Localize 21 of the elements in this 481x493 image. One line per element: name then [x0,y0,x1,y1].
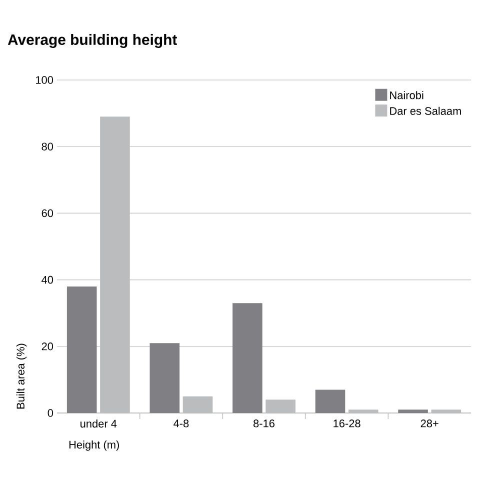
chart-title: Average building height [8,34,177,48]
x-tick-label: 8-16 [254,420,274,428]
bar [232,303,262,413]
x-axis-title: Height (m) [69,440,119,451]
bar [66,286,97,413]
legend-label: Nairobi [390,91,424,100]
x-tick-label: 16-28 [334,420,360,428]
y-tick-label: 20 [42,342,54,350]
y-tick-label: 60 [42,209,54,218]
x-tick-label: 28+ [420,420,438,428]
bar [315,390,346,413]
legend-label: Dar es Salaam [390,106,461,115]
y-tick-label: 100 [36,76,54,84]
bar [150,343,180,413]
x-tick-label: under 4 [80,420,117,428]
y-tick-label: 0 [48,409,54,417]
bar [398,410,428,413]
y-axis-title: Built area (%) [16,344,27,409]
x-tick-label: 4-8 [174,420,189,428]
y-tick-label: 80 [42,142,54,150]
y-tick-label: 40 [42,276,54,284]
